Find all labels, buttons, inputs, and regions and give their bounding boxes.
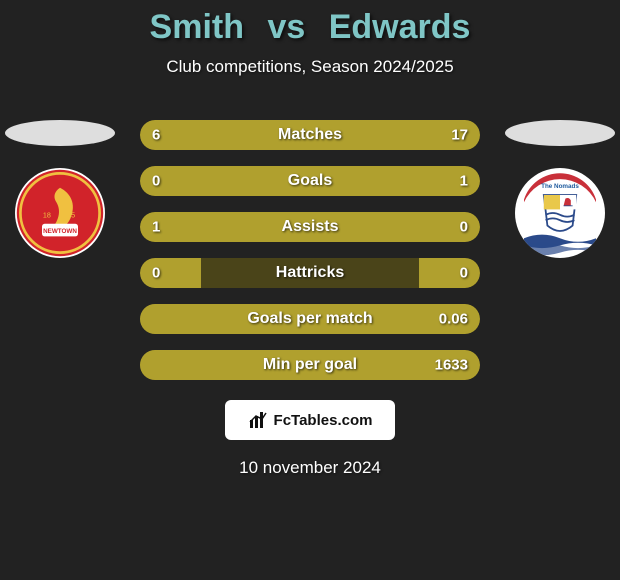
stat-value-left: 0 [152, 265, 160, 282]
crest2-svg: The Nomads [515, 168, 605, 258]
subtitle: Club competitions, Season 2024/2025 [0, 57, 620, 77]
stat-fill-right [228, 120, 480, 150]
stat-bar: 1633 Min per goal [140, 350, 480, 380]
stat-bar: 6 17 Matches [140, 120, 480, 150]
brand-badge[interactable]: FcTables.com [225, 400, 395, 440]
stat-value-right: 0 [460, 219, 468, 236]
stat-bars: 6 17 Matches 0 1 Goals 1 0 Assists 0 0 Hattricks 0.0… [140, 120, 480, 380]
content-area: NEWTOWN 18 75 The Nomads [0, 120, 620, 478]
crest1-svg: NEWTOWN 18 75 [15, 168, 105, 258]
stat-label: Hattricks [276, 264, 344, 282]
brand-icon [248, 410, 268, 430]
stat-fill-left [140, 258, 201, 288]
player2-name: Edwards [329, 8, 471, 46]
left-crest-column: NEWTOWN 18 75 [0, 120, 120, 258]
stat-fill-left [140, 212, 419, 242]
svg-text:NEWTOWN: NEWTOWN [43, 228, 77, 235]
player1-name: Smith [150, 8, 244, 46]
stat-value-right: 17 [451, 127, 468, 144]
player1-shadow-ellipse [5, 120, 115, 146]
player1-club-crest: NEWTOWN 18 75 [15, 168, 105, 258]
stat-value-right: 1633 [435, 357, 468, 374]
player2-club-crest: The Nomads [515, 168, 605, 258]
svg-text:75: 75 [67, 211, 75, 220]
stat-value-left: 1 [152, 219, 160, 236]
stat-fill-right [201, 166, 480, 196]
player2-shadow-ellipse [505, 120, 615, 146]
stat-bar: 0 0 Hattricks [140, 258, 480, 288]
stat-label: Assists [282, 218, 339, 236]
right-crest-column: The Nomads [500, 120, 620, 258]
vs-text: vs [267, 8, 305, 46]
stat-value-right: 0.06 [439, 311, 468, 328]
stat-label: Goals per match [247, 310, 372, 328]
stat-fill-left [140, 166, 201, 196]
brand-text: FcTables.com [274, 412, 373, 429]
stat-value-right: 0 [460, 265, 468, 282]
date-text: 10 november 2024 [0, 458, 620, 478]
stat-bar: 0.06 Goals per match [140, 304, 480, 334]
svg-text:The Nomads: The Nomads [541, 183, 579, 190]
stat-value-left: 6 [152, 127, 160, 144]
comparison-title: Smith vs Edwards [0, 0, 620, 47]
stat-label: Min per goal [263, 356, 357, 374]
stat-label: Matches [278, 126, 342, 144]
stat-fill-right [419, 258, 480, 288]
stat-value-left: 0 [152, 173, 160, 190]
stat-bar: 1 0 Assists [140, 212, 480, 242]
stat-fill-right [419, 212, 480, 242]
stat-bar: 0 1 Goals [140, 166, 480, 196]
stat-value-right: 1 [460, 173, 468, 190]
stat-label: Goals [288, 172, 332, 190]
svg-text:18: 18 [43, 211, 51, 220]
